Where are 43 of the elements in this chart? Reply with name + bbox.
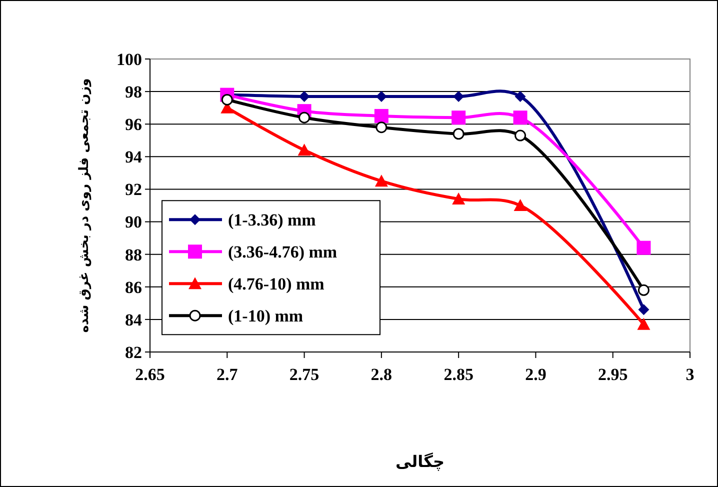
x-tick-label: 2.95 [598,365,628,384]
point [452,110,466,125]
y-tick-label: 82 [125,342,142,362]
y-tick-label: 94 [125,148,142,167]
legend-label: (1-3.36) mm [228,210,316,230]
x-tick-label: 3 [686,365,694,384]
point [638,284,650,296]
point [374,174,388,187]
point [514,90,526,102]
point [452,128,464,140]
y-tick-label: 90 [125,212,142,232]
x-tick-label: 2.8 [370,365,392,384]
x-tick-label: 2.9 [525,365,546,384]
legend-label: (1-10) mm [228,306,304,326]
y-axis-title: وزن تجمعی فلز روی در بخش غرق شده [77,78,92,333]
x-tick-label: 2.75 [289,365,320,384]
y-tick-label: 96 [125,115,142,134]
point [298,90,310,102]
x-axis-title: چگالی [395,452,445,471]
point [636,240,651,255]
point [376,122,388,134]
point [452,192,466,204]
y-tick-label: 88 [125,245,142,264]
point [514,199,527,211]
point [298,112,310,124]
x-tick-label: 2.85 [444,365,474,384]
point [638,304,650,316]
y-tick-label: 86 [125,278,142,297]
y-tick-label: 98 [125,82,142,102]
y-tick-label: 100 [116,50,142,69]
point [221,94,233,106]
x-tick-label: 2.7 [216,365,238,384]
point [298,144,311,156]
point [514,130,526,142]
point [453,90,464,102]
point [374,108,388,123]
legend-label: (3.36-4.76) mm [228,242,338,262]
y-tick-label: 84 [125,310,142,330]
x-tick-label: 2.65 [135,365,165,384]
legend-label: (4.76-10) mm [228,274,324,294]
point [513,110,528,125]
point [637,318,650,330]
y-tick-label: 92 [125,180,142,200]
